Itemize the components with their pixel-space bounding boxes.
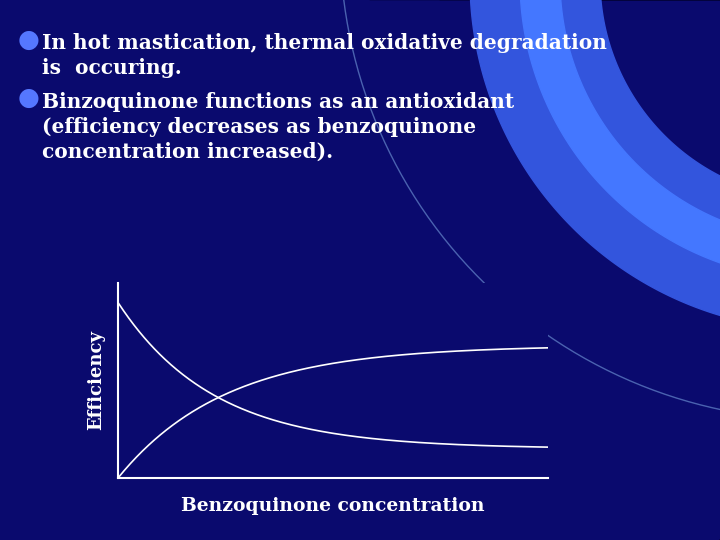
Text: concentration increased).: concentration increased).	[42, 142, 333, 162]
Text: ●: ●	[18, 28, 40, 52]
Text: (efficiency decreases as benzoquinone: (efficiency decreases as benzoquinone	[42, 117, 476, 137]
Text: 2: 2	[373, 392, 382, 406]
Polygon shape	[470, 0, 720, 326]
Text: Efficiency: Efficiency	[87, 330, 105, 430]
Text: ●: ●	[18, 86, 40, 110]
Text: Benzoquinone concentration: Benzoquinone concentration	[181, 497, 485, 515]
Text: In air at 140 ºC (hot): In air at 140 ºC (hot)	[282, 318, 494, 336]
Text: Under N: Under N	[299, 386, 384, 404]
Text: is  occuring.: is occuring.	[42, 58, 181, 78]
Text: In hot mastication, thermal oxidative degradation: In hot mastication, thermal oxidative de…	[42, 33, 607, 53]
Text: Binzoquinone functions as an antioxidant: Binzoquinone functions as an antioxidant	[42, 92, 514, 112]
Polygon shape	[520, 0, 720, 276]
